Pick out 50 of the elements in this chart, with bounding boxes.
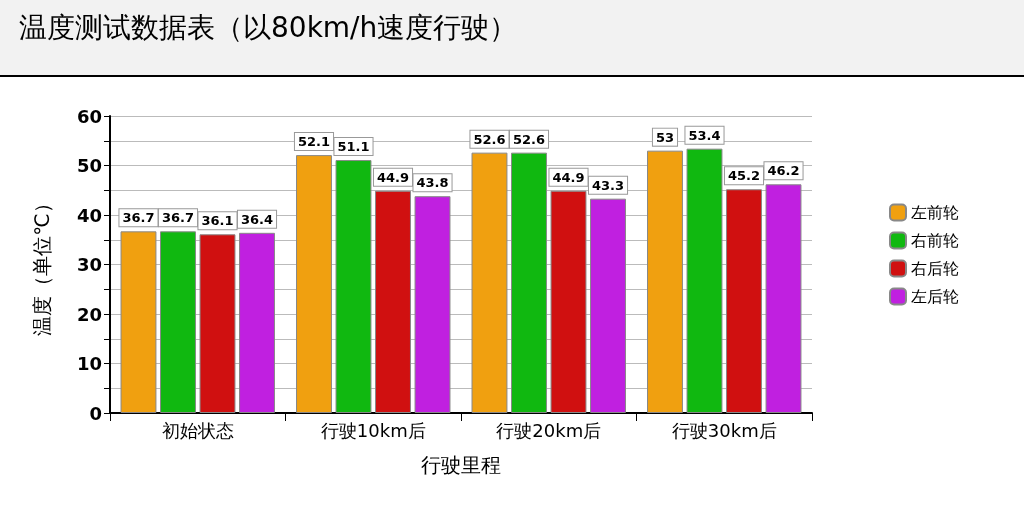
legend-label: 右前轮 — [911, 231, 959, 250]
y-axis-title: 温度（单位℃） — [30, 193, 54, 336]
data-label: 53 — [655, 129, 675, 145]
data-label: 52.1 — [297, 134, 331, 150]
data-label: 36.7 — [161, 210, 195, 226]
x-tick-label: 初始状态 — [161, 419, 234, 441]
legend-label: 左前轮 — [911, 203, 959, 222]
bar — [160, 231, 196, 413]
bar — [726, 189, 762, 413]
data-label: 45.2 — [727, 168, 761, 184]
legend-label: 左后轮 — [911, 287, 959, 306]
y-tick-label: 40 — [76, 204, 102, 226]
bar — [414, 196, 451, 413]
x-tick-label: 行驶10km后 — [320, 419, 426, 441]
bar — [120, 231, 157, 413]
x-tick-label: 行驶30km后 — [671, 419, 777, 441]
bar — [375, 190, 411, 413]
data-label: 52.6 — [512, 131, 546, 147]
bar — [199, 234, 236, 413]
data-label: 36.4 — [240, 211, 274, 227]
bar — [647, 150, 683, 413]
y-tick-label: 20 — [76, 303, 102, 325]
data-label: 52.6 — [473, 131, 506, 147]
bar — [471, 152, 508, 413]
data-label: 44.9 — [376, 169, 410, 185]
y-tick-label: 50 — [76, 155, 102, 176]
data-label: 43.3 — [591, 177, 625, 193]
x-tick-label: 行驶20km后 — [496, 419, 602, 441]
bar — [590, 198, 626, 413]
data-label: 43.8 — [416, 175, 449, 191]
bar — [765, 184, 802, 413]
data-label: 51.1 — [337, 139, 370, 155]
bar — [511, 152, 547, 413]
y-tick-label: 30 — [76, 254, 102, 275]
chart-title: 温度测试数据表（以80km/h速度行驶） — [19, 10, 518, 44]
bar — [296, 155, 332, 413]
y-tick-label: 10 — [76, 353, 102, 374]
bar — [239, 232, 275, 413]
data-label: 46.2 — [767, 163, 800, 179]
y-tick-label: 60 — [76, 105, 102, 127]
bar — [335, 160, 372, 413]
data-label: 53.4 — [688, 127, 721, 143]
data-label: 44.9 — [552, 169, 585, 185]
bar — [686, 148, 723, 413]
data-label: 36.7 — [122, 210, 155, 226]
legend-label: 右后轮 — [911, 259, 959, 278]
bar — [550, 190, 587, 413]
y-tick-label: 0 — [89, 402, 102, 424]
data-label: 36.1 — [201, 213, 234, 229]
x-axis-title: 行驶里程 — [421, 453, 501, 477]
